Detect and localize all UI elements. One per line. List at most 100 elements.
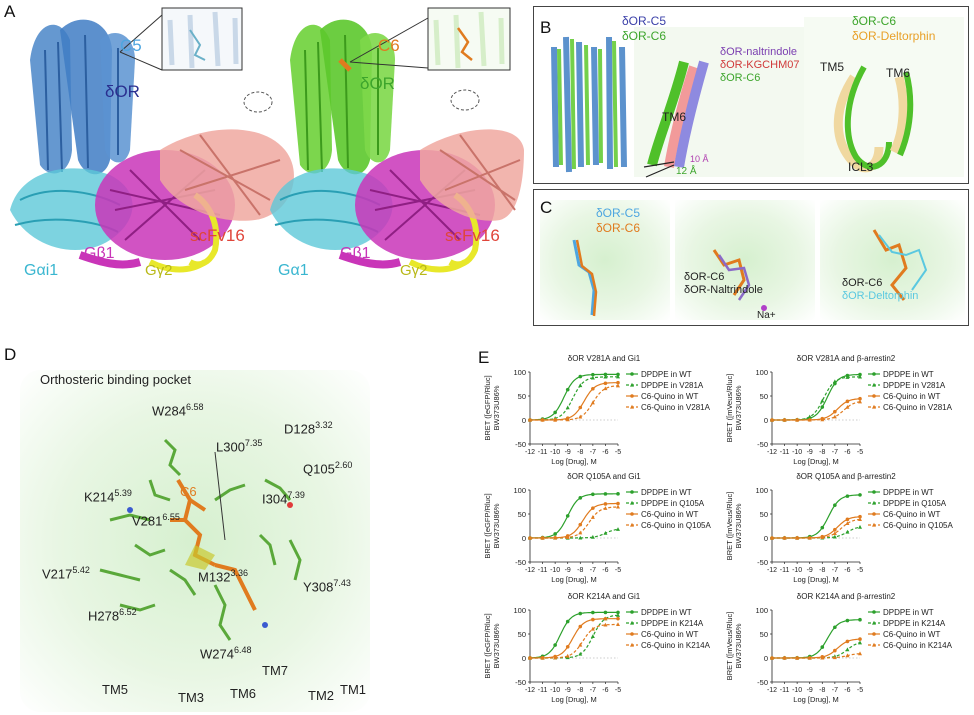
right-scfv-structure — [420, 89, 524, 221]
x-axis-label: Log [Drug], M — [793, 457, 838, 466]
x-tick-label: -7 — [832, 449, 838, 456]
panel-letter-e: E — [478, 348, 490, 367]
label-receptor-left: δOR — [105, 82, 140, 101]
b-legend2-item3: δOR-C6 — [720, 72, 761, 84]
b-legend1-item2: δOR-C6 — [622, 29, 667, 43]
data-point — [858, 372, 862, 377]
data-point — [590, 634, 595, 638]
d-helix-tm1: TM1 — [340, 682, 366, 697]
data-point — [833, 527, 837, 532]
data-point — [553, 532, 557, 536]
data-point — [616, 380, 620, 385]
x-tick-label: -7 — [590, 567, 596, 574]
data-point — [832, 379, 837, 384]
y-tick-label: 50 — [518, 630, 526, 639]
right-receptor-structure — [290, 19, 395, 175]
legend-label: DPDPE in K214A — [883, 619, 946, 628]
legend-label: DPDPE in Q105A — [641, 499, 705, 508]
data-point — [540, 417, 545, 422]
legend-label: DPDPE in WT — [883, 488, 934, 497]
data-point — [553, 417, 558, 422]
x-tick-label: -9 — [807, 687, 813, 694]
legend-marker — [630, 404, 634, 409]
y-tick-label: -50 — [515, 678, 526, 687]
d-res-i304: I3047.39 — [262, 490, 305, 507]
x-tick-label: -5 — [615, 449, 621, 456]
data-point — [603, 610, 608, 615]
x-tick-label: -9 — [565, 449, 571, 456]
y-tick-label: 0 — [522, 416, 526, 425]
x-tick-label: -7 — [832, 567, 838, 574]
label-scfv-left: scFv16 — [190, 226, 245, 245]
b-label-tm5: TM5 — [820, 60, 844, 74]
b-legend2-item1: δOR-naltrindole — [720, 46, 798, 58]
data-point — [858, 396, 862, 401]
data-point — [845, 375, 850, 379]
data-point — [578, 535, 583, 540]
d-res-k214: K2145.39 — [84, 488, 132, 505]
series-line — [530, 614, 619, 659]
y-tick-label: 100 — [513, 486, 526, 495]
x-tick-label: -11 — [780, 567, 790, 574]
legend-label: C6-Quino in Q105A — [883, 521, 953, 530]
legend-marker — [630, 372, 634, 376]
legend-label: DPDPE in V281A — [883, 381, 946, 390]
data-point — [832, 531, 837, 535]
x-axis-label: Log [Drug], M — [551, 695, 596, 704]
series-line — [772, 518, 861, 539]
data-point — [820, 405, 825, 409]
data-point — [770, 535, 774, 540]
c-legend1-item2: δOR-C6 — [596, 221, 641, 235]
data-point — [603, 381, 608, 386]
series-line — [530, 623, 618, 659]
panel-a-structures — [10, 7, 524, 273]
b-label-dist1: 10 Å — [690, 154, 709, 164]
x-tick-label: -12 — [525, 449, 535, 456]
series-line — [530, 611, 618, 659]
label-ligand-c6: C6 — [378, 36, 400, 55]
right-inset-box — [427, 7, 511, 71]
d-res-w274: W2746.48 — [200, 645, 252, 662]
data-point — [578, 405, 583, 410]
y-axis-label: BRET ([mVeus/Rluc]BW373U86% — [725, 492, 743, 561]
y-tick-label: -50 — [757, 678, 768, 687]
series-line — [772, 638, 861, 659]
d-res-d128: D1283.32 — [284, 420, 333, 437]
data-point — [616, 383, 620, 388]
x-tick-label: -11 — [780, 449, 790, 456]
data-point — [591, 506, 595, 510]
chart-title: δOR V281A and Gi1 — [568, 354, 641, 363]
data-point — [590, 400, 595, 405]
data-point — [845, 529, 850, 534]
data-point — [540, 655, 545, 660]
series-line — [529, 493, 618, 539]
data-point — [833, 503, 837, 507]
data-point — [845, 647, 850, 652]
c-legend1-item1: δOR-C5 — [596, 206, 641, 220]
data-point — [565, 653, 570, 658]
legend-marker — [872, 620, 876, 625]
y-tick-label: 50 — [760, 392, 768, 401]
data-point — [858, 493, 862, 497]
data-point — [858, 524, 862, 529]
legend-marker — [630, 500, 634, 505]
data-point — [591, 492, 595, 497]
y-axis-label: BRET ([mVeus/Rluc]BW373U86% — [725, 374, 743, 443]
x-tick-label: -7 — [590, 687, 596, 694]
c-label-na: Na+ — [757, 310, 776, 321]
x-tick-label: -11 — [538, 687, 548, 694]
series-line — [530, 618, 619, 659]
data-point — [770, 655, 774, 660]
legend-label: DPDPE in K214A — [641, 619, 704, 628]
legend-label: C6-Quino in K214A — [641, 641, 711, 650]
data-point — [553, 643, 557, 647]
data-point — [858, 637, 862, 641]
b-label-dist2: 12 Å — [676, 166, 697, 177]
b-legend3-item2: δOR-Deltorphin — [852, 29, 936, 43]
data-point — [590, 515, 595, 519]
legend-label: C6-Quino in WT — [883, 392, 940, 401]
data-point — [565, 619, 570, 624]
series-line — [530, 376, 618, 421]
data-point — [807, 417, 812, 422]
d-helix-tm6: TM6 — [230, 686, 256, 701]
